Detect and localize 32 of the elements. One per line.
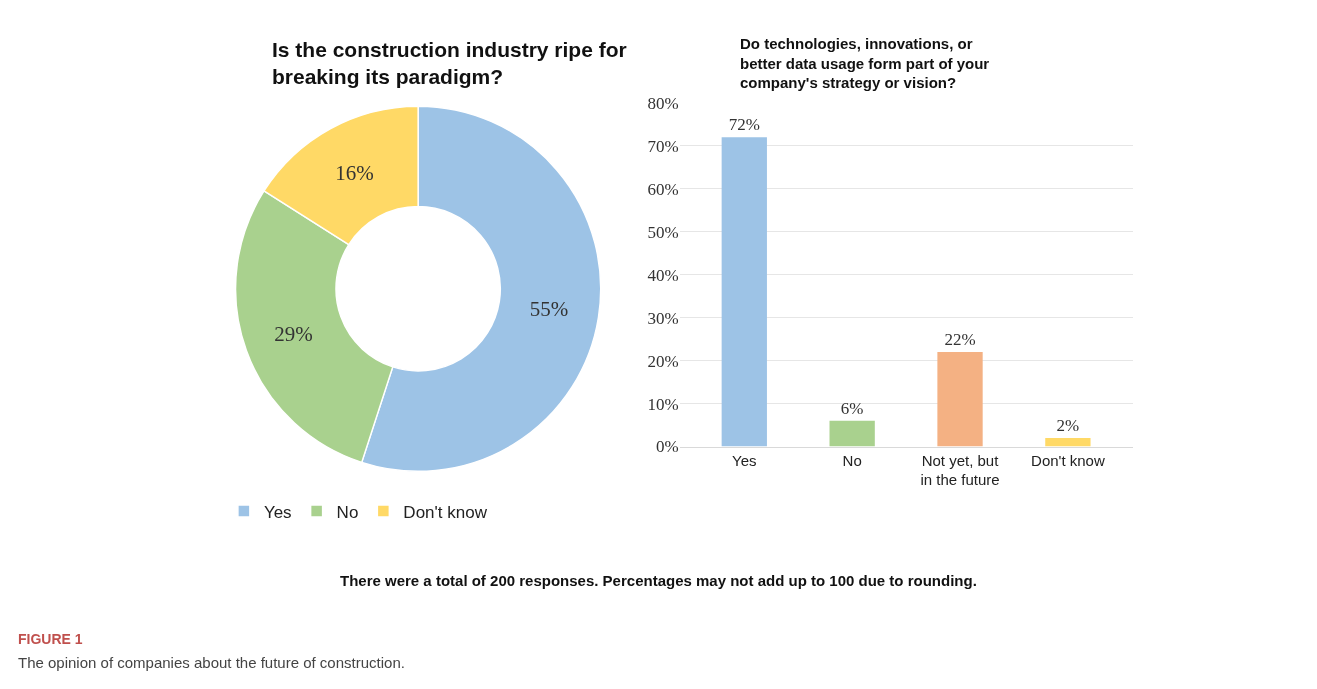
data-label: 55% <box>529 297 569 322</box>
data-label: 2% <box>1056 415 1080 435</box>
y-tick-label: 50% <box>647 222 679 242</box>
legend-label: No <box>336 502 359 522</box>
y-tick-label: 30% <box>647 308 679 328</box>
data-label: 22% <box>944 329 976 349</box>
chart-title: Is the construction industry ripe for breaking its paradigm? <box>272 38 627 89</box>
caption: FIGURE 1 <box>18 631 83 647</box>
text: The opinion of companies about the future of construction. <box>18 654 405 671</box>
x-tick-label: No <box>842 451 862 469</box>
bar <box>721 137 767 447</box>
legend-label: Yes <box>263 502 292 522</box>
data-label: 16% <box>335 160 374 185</box>
data-label: 6% <box>840 398 864 418</box>
x-tick-label: Don't know <box>1031 451 1105 469</box>
y-tick-label: 10% <box>647 394 679 414</box>
bar <box>937 351 983 447</box>
data-label: 72% <box>728 115 760 135</box>
legend-label: Don't know <box>403 502 488 522</box>
y-tick-label: 40% <box>647 265 679 285</box>
chart-title: Do technologies, innovations, or better data usage form part of your company's strategy or vision? <box>740 35 990 91</box>
y-tick-label: 60% <box>647 179 679 199</box>
x-tick-label: Not yet, but in the future <box>920 451 1000 489</box>
y-tick-label: 0% <box>655 437 679 457</box>
y-tick-label: 20% <box>647 351 679 371</box>
text: There were a total of 200 responses. Percentages may not add up to 100 due to rounding. <box>340 572 977 589</box>
y-tick-label: 70% <box>647 136 679 156</box>
y-tick-label: 80% <box>647 93 679 113</box>
x-tick-label: Yes <box>732 451 757 469</box>
bar <box>829 420 875 447</box>
bar <box>1045 437 1091 447</box>
data-label: 29% <box>274 321 313 346</box>
